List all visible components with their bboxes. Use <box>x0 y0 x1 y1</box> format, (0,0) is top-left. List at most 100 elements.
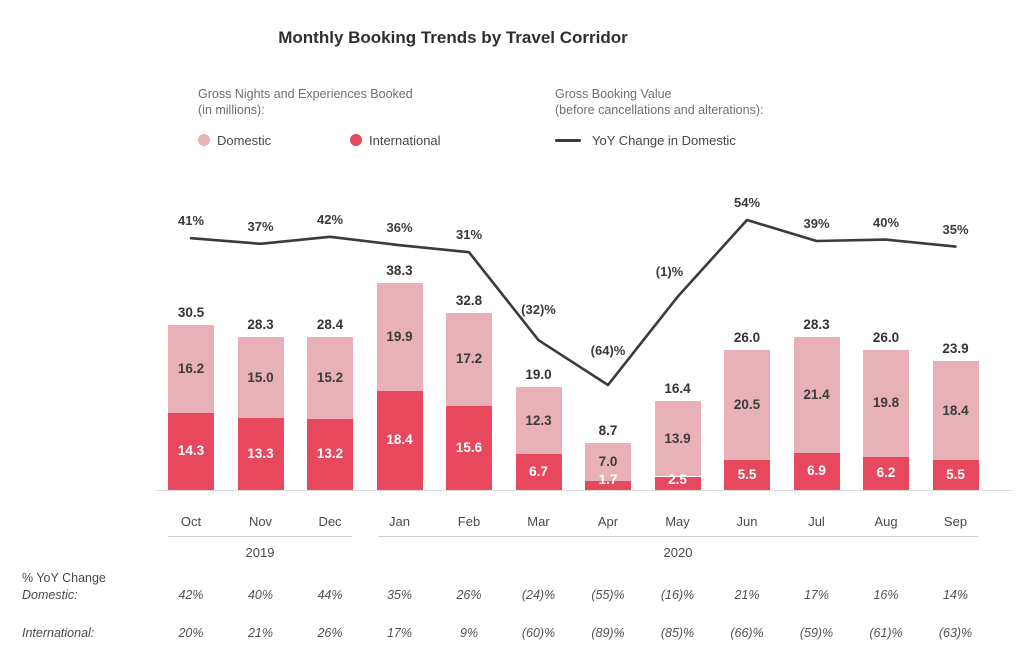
bar-total-label-may: 16.4 <box>664 381 691 397</box>
year-group-underline-2019 <box>168 536 352 537</box>
table-international-yoy-sep: (63)% <box>938 626 973 640</box>
bar-international-value-feb: 15.6 <box>455 439 483 455</box>
legend-bars-title: Gross Nights and Experiences Booked <box>198 87 413 101</box>
table-domestic-yoy-jan: 35% <box>386 588 413 602</box>
table-international-yoy-apr: (89)% <box>591 626 625 640</box>
line-label-jul: 39% <box>803 215 830 231</box>
bar-segment-international-feb <box>446 405 492 490</box>
table-international-yoy-feb: 9% <box>459 626 479 640</box>
line-label-oct: 41% <box>177 213 205 229</box>
table-international-yoy-dec: 26% <box>317 626 343 640</box>
month-label-jan: Jan <box>389 514 410 529</box>
bar-international-value-jan: 18.4 <box>386 432 413 448</box>
bar-domestic-value-jan: 19.9 <box>386 328 413 344</box>
bar-total-label-sep: 23.9 <box>942 340 969 356</box>
line-label-mar: (32)% <box>521 302 556 318</box>
month-label-may: May <box>665 514 690 529</box>
bar-segment-domestic-sep <box>932 360 979 461</box>
month-label-jul: Jul <box>808 514 825 529</box>
table-domestic-yoy-may: (16)% <box>660 588 695 602</box>
bar-total-label-dec: 28.4 <box>316 316 344 332</box>
line-label-may: (1)% <box>655 263 684 279</box>
international-swatch-icon <box>350 134 362 146</box>
bar-segment-international-jan <box>376 390 423 490</box>
legend-bars-subtitle: (in millions): <box>198 103 265 117</box>
bar-international-value-jul: 6.9 <box>807 463 826 479</box>
table-domestic-yoy-oct: 42% <box>178 588 204 602</box>
bar-domestic-value-apr: 7.0 <box>598 453 618 469</box>
bar-segment-international-mar <box>515 453 562 490</box>
table-international-yoy-oct: 20% <box>178 626 204 640</box>
line-label-nov: 37% <box>247 218 274 234</box>
bar-total-label-jan: 38.3 <box>386 263 413 279</box>
bar-segment-domestic-jun <box>724 349 770 461</box>
table-international-yoy-mar: (60)% <box>521 626 556 640</box>
table-domestic-yoy-apr: (55)% <box>591 588 625 602</box>
month-label-mar: Mar <box>527 514 550 529</box>
bar-total-label-mar: 19.0 <box>525 367 552 383</box>
table-international-yoy-nov: 21% <box>247 626 274 640</box>
line-label-apr: (64)% <box>590 342 626 358</box>
bar-international-value-sep: 5.5 <box>946 467 965 483</box>
table-domestic-yoy-aug: 16% <box>873 588 899 602</box>
bar-total-label-jul: 28.3 <box>803 317 830 333</box>
table-international-yoy-jan: 17% <box>386 626 413 640</box>
table-domestic-yoy-mar: (24)% <box>521 588 556 602</box>
bar-domestic-value-jul: 21.4 <box>803 386 830 402</box>
table-domestic-yoy-feb: 26% <box>456 588 482 602</box>
legend-line: Gross Booking Value (before cancellation… <box>555 86 763 150</box>
bar-segment-domestic-jan <box>376 283 423 391</box>
bar-total-label-apr: 8.7 <box>598 423 618 439</box>
line-label-feb: 31% <box>455 227 483 243</box>
yoy-line-legend-label: YoY Change in Domestic <box>592 133 736 148</box>
bar-segment-domestic-feb <box>446 312 492 406</box>
month-label-jun: Jun <box>736 514 758 529</box>
table-international-yoy-jul: (59)% <box>799 626 834 640</box>
table-domestic-yoy-jun: 21% <box>734 588 760 602</box>
bar-segment-international-oct <box>168 412 214 490</box>
legend-line-subtitle: (before cancellations and alterations): <box>555 103 764 117</box>
bar-total-label-jun: 26.0 <box>733 329 761 345</box>
legend-line-title: Gross Booking Value <box>555 87 672 101</box>
bar-total-label-nov: 28.3 <box>247 317 274 333</box>
bar-segment-international-apr <box>585 480 631 490</box>
x-axis-baseline <box>155 490 1012 491</box>
bar-international-value-apr: 1.7 <box>598 472 618 487</box>
bar-international-value-dec: 13.2 <box>316 446 344 462</box>
bar-segment-domestic-aug <box>863 349 909 457</box>
table-row-header-international: International: <box>22 626 95 640</box>
bar-segment-domestic-oct <box>168 325 214 413</box>
month-label-sep: Sep <box>943 514 968 529</box>
bar-domestic-value-may: 13.9 <box>664 430 691 446</box>
bar-segment-international-dec <box>307 418 353 490</box>
bar-international-value-oct: 14.3 <box>177 443 205 459</box>
bar-segment-domestic-jul <box>793 337 840 453</box>
table-domestic-yoy-jul: 17% <box>803 588 830 602</box>
bar-domestic-value-feb: 17.2 <box>455 351 483 367</box>
month-label-aug: Aug <box>874 514 898 529</box>
bar-total-label-oct: 30.5 <box>177 305 205 321</box>
bar-international-value-aug: 6.2 <box>876 465 896 481</box>
bar-segment-domestic-apr <box>585 443 631 481</box>
bar-segment-international-may <box>654 476 701 490</box>
line-label-jan: 36% <box>386 220 413 236</box>
bar-domestic-value-aug: 19.8 <box>872 395 900 411</box>
line-label-dec: 42% <box>316 211 344 227</box>
domestic-legend-label: Domestic <box>217 133 272 148</box>
bar-domestic-value-dec: 15.2 <box>316 369 344 385</box>
month-label-apr: Apr <box>597 514 619 529</box>
line-label-jun: 54% <box>733 195 761 210</box>
month-label-oct: Oct <box>180 514 202 529</box>
bar-segment-domestic-mar <box>515 387 562 454</box>
table-domestic-yoy-sep: 14% <box>942 588 969 602</box>
bar-domestic-value-oct: 16.2 <box>177 361 205 377</box>
bar-international-value-jun: 5.5 <box>737 467 757 483</box>
bar-domestic-value-jun: 20.5 <box>733 396 761 412</box>
bar-domestic-value-nov: 15.0 <box>247 369 274 385</box>
table-row-header-domestic: Domestic: <box>22 588 78 602</box>
yoy-line-swatch-icon <box>555 139 581 142</box>
domestic-swatch-icon <box>198 134 210 146</box>
line-label-sep: 35% <box>942 221 969 237</box>
table-domestic-yoy-nov: 40% <box>247 588 274 602</box>
